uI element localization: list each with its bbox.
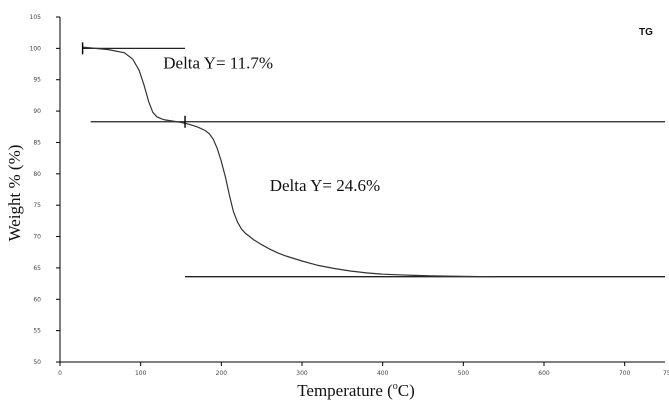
y-tick-label-10: 100 [30, 45, 42, 52]
corner-label: TG [639, 27, 653, 38]
x-tick-label-partial: 75 [663, 370, 669, 377]
series-lines [82, 46, 496, 278]
tg-curve-0 [82, 46, 496, 278]
baseline-lines [82, 47, 665, 278]
delta-annotation-0: Delta Y= 11.7% [163, 53, 273, 72]
y-tick-label-11: 105 [30, 14, 42, 21]
x-tick-label-1: 100 [135, 370, 147, 377]
y-tick-label-7: 85 [33, 139, 41, 146]
x-axis-ticks: 0 100 200 300 400 500 600 700 75 [58, 362, 669, 377]
y-tick-label-9: 95 [33, 77, 41, 84]
y-tick-label-2: 60 [33, 296, 41, 303]
y-tick-label-5: 75 [33, 202, 41, 209]
x-axis-label-sup: o [393, 381, 398, 392]
y-axis-label: Weight % (%) [5, 145, 24, 242]
x-tick-label-5: 500 [458, 370, 470, 377]
x-axis-label-suffix: C) [398, 381, 415, 400]
x-axis-label: Temperature (oC) [297, 381, 415, 400]
y-tick-label-0: 50 [33, 359, 41, 366]
x-axis-label-prefix: Temperature ( [297, 381, 393, 400]
x-tick-label-2: 200 [216, 370, 228, 377]
y-tick-label-6: 80 [33, 171, 41, 178]
y-tick-label-3: 65 [33, 265, 41, 272]
x-tick-label-4: 400 [377, 370, 389, 377]
delta-annotation-1: Delta Y= 24.6% [270, 176, 380, 195]
x-tick-label-6: 600 [538, 370, 550, 377]
x-tick-label-3: 300 [296, 370, 308, 377]
y-tick-label-8: 90 [33, 108, 41, 115]
x-tick-label-0: 0 [58, 370, 62, 377]
y-tick-label-4: 70 [33, 234, 41, 241]
y-tick-label-1: 55 [33, 328, 41, 335]
step-markers [81, 42, 186, 128]
x-tick-label-7: 700 [619, 370, 631, 377]
y-axis-ticks: 50 55 60 65 70 75 80 85 90 95 100 105 [30, 14, 60, 366]
annotations: Delta Y= 11.7% Delta Y= 24.6% [163, 53, 380, 194]
